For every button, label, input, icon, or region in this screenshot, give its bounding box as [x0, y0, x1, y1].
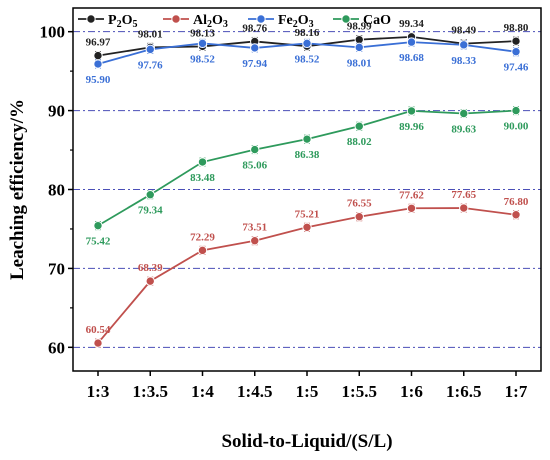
data-point: [93, 338, 103, 348]
y-tick-label: 90: [48, 102, 65, 121]
data-label: 73.51: [242, 222, 267, 234]
data-label: 98.16: [295, 27, 320, 39]
data-label: 98.99: [347, 21, 372, 33]
legend-label: Fe2O3: [278, 13, 314, 30]
data-label: 98.68: [399, 52, 424, 64]
data-label: 98.76: [242, 22, 267, 34]
axes: 60 70 80 90 100 1:3 1:3.5 1:4 1:4.5 1:5 1:5.5 1:6 1:…: [40, 23, 528, 401]
data-point: [459, 108, 469, 119]
data-label: 83.48: [190, 172, 215, 184]
x-tick-label: 1:6.5: [446, 382, 481, 401]
data-label: 97.46: [504, 62, 529, 74]
data-label: 88.02: [347, 136, 372, 148]
data-label: 98.33: [451, 55, 476, 67]
data-label: 75.42: [86, 236, 111, 248]
data-label: 60.54: [86, 324, 111, 336]
data-label: 85.06: [242, 160, 267, 172]
data-label: 77.65: [451, 189, 476, 201]
data-point: [197, 157, 208, 167]
data-point: [354, 34, 364, 45]
data-label: 99.34: [399, 18, 424, 30]
data-label: 98.01: [138, 28, 163, 40]
data-point: [302, 38, 312, 49]
data-labels: 96.97 98.01 98.13 98.76 98.16 98.99 99.34 98.49…: [86, 18, 529, 336]
data-point: [93, 59, 103, 69]
legend-marker: [86, 14, 96, 24]
data-label: 76.80: [504, 196, 529, 208]
data-label: 75.21: [295, 208, 320, 220]
data-label: 77.62: [399, 189, 424, 201]
data-point: [145, 190, 155, 200]
data-label: 97.76: [138, 59, 163, 71]
data-label: 89.96: [399, 121, 424, 133]
data-point: [145, 276, 155, 286]
data-label: 90.00: [504, 121, 529, 133]
data-label: 98.52: [295, 53, 320, 65]
data-label: 72.29: [190, 231, 215, 243]
data-label: 68.39: [138, 262, 163, 274]
x-tick-label: 1:4.5: [237, 382, 272, 401]
data-point: [459, 203, 469, 213]
data-point: [406, 203, 417, 213]
x-tick-label: 1:6: [400, 382, 423, 401]
data-label: 98.80: [504, 22, 529, 34]
legend-label: Al2O3: [193, 13, 228, 30]
legend-label: P2O5: [108, 13, 137, 30]
data-label: 89.63: [451, 124, 476, 136]
x-axis-label: Solid-to-Liquid/(S/L): [221, 431, 392, 452]
data-point: [250, 144, 260, 155]
legend: P2O5 Al2O3 Fe2O3 CaO: [78, 13, 391, 30]
y-tick-label: 80: [48, 181, 65, 200]
data-point: [511, 105, 521, 116]
data-point: [511, 210, 521, 220]
y-tick-label: 70: [48, 259, 65, 278]
data-label: 97.94: [242, 58, 267, 70]
data-point: [354, 121, 364, 131]
y-axis-label: Leaching efficiency/%: [7, 99, 28, 280]
data-point: [511, 47, 521, 57]
data-point: [93, 220, 103, 231]
data-label: 96.97: [86, 37, 111, 49]
data-point: [197, 245, 208, 256]
data-point: [197, 38, 208, 49]
data-point: [250, 236, 260, 246]
x-tick-label: 1:5.5: [342, 382, 377, 401]
x-tick-label: 1:7: [505, 382, 528, 401]
data-point: [302, 222, 312, 232]
data-point: [406, 106, 417, 116]
data-point: [459, 40, 469, 50]
data-point: [145, 44, 155, 55]
data-label: 98.49: [451, 25, 476, 37]
legend-marker: [341, 14, 351, 24]
data-point: [250, 43, 260, 53]
data-label: 79.34: [138, 205, 163, 217]
y-tick-label: 60: [48, 338, 65, 357]
data-point: [406, 37, 417, 47]
x-tick-label: 1:5: [296, 382, 319, 401]
data-point: [302, 134, 312, 144]
data-label: 76.55: [347, 198, 372, 210]
x-tick-label: 1:3.5: [133, 382, 168, 401]
legend-marker: [171, 14, 181, 24]
data-label: 98.01: [347, 57, 372, 69]
series-layer: [93, 32, 521, 348]
data-label: 98.52: [190, 53, 215, 65]
data-label: 98.13: [190, 27, 215, 39]
legend-label: CaO: [363, 13, 391, 28]
x-tick-label: 1:4: [191, 382, 214, 401]
data-label: 95.90: [86, 74, 111, 86]
legend-marker: [256, 14, 266, 24]
data-point: [511, 36, 521, 46]
data-point: [93, 50, 103, 61]
data-label: 86.38: [295, 149, 320, 161]
data-point: [354, 42, 364, 53]
x-tick-label: 1:3: [87, 382, 110, 401]
data-point: [354, 212, 364, 222]
y-tick-label: 100: [40, 23, 66, 42]
